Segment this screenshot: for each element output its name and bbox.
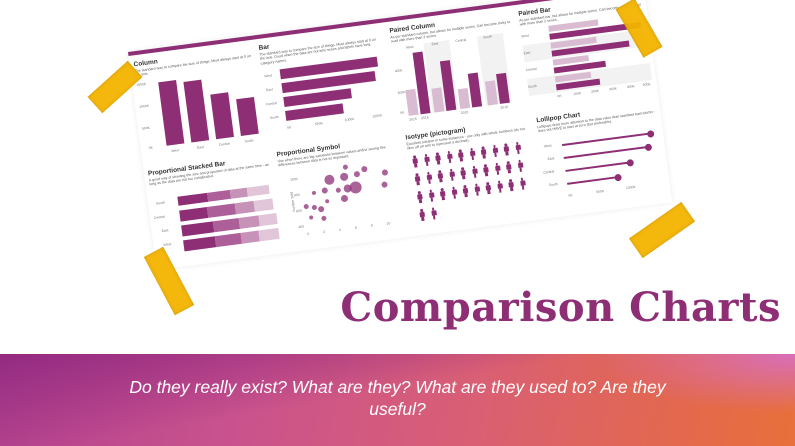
chart-reference-sheet: Column The standard way to compare the s… <box>128 0 673 271</box>
person-icon <box>437 170 444 183</box>
page-title: Comparison Charts <box>340 284 781 331</box>
person-icon <box>435 152 442 165</box>
person-icon <box>485 181 492 195</box>
column-bar-west <box>158 79 185 146</box>
bar-south <box>285 103 344 121</box>
paired-column-panel: Paired Column As per standard column, bu… <box>389 12 523 127</box>
person-icon <box>451 186 458 199</box>
person-icon <box>457 149 465 162</box>
person-icon <box>474 183 481 196</box>
tape-bottom-right <box>628 201 696 259</box>
person-icon <box>471 165 478 179</box>
person-icon <box>508 178 515 192</box>
person-icon <box>469 147 476 161</box>
lollipop-panel: Lollipop Chart Lollipops draw more atten… <box>536 102 668 213</box>
person-icon <box>514 141 522 155</box>
bar-chart: West East Central South 0K 500K 1000K 15… <box>262 55 392 136</box>
person-icon <box>460 167 467 180</box>
person-icon <box>492 144 499 158</box>
bar-chart-panel: Bar The standard way to compare the size… <box>258 29 392 144</box>
proportional-symbol-panel: Proportional Symbol Use when there are b… <box>276 135 411 246</box>
person-icon <box>448 168 456 182</box>
column-bar-central <box>210 92 234 140</box>
person-icon <box>462 185 469 198</box>
person-icon <box>419 208 426 222</box>
person-icon <box>412 155 419 168</box>
person-icon <box>496 180 503 193</box>
person-icon <box>483 164 490 177</box>
column-bar-east <box>183 79 210 143</box>
isotype-panel: Isotype (pictogram) Excellent solution i… <box>405 118 543 234</box>
person-icon <box>417 191 424 204</box>
person-icon <box>423 153 430 167</box>
subtitle-banner <box>0 354 795 446</box>
column-chart: 1500K 1000K 500K 0K West East Central So… <box>136 68 262 155</box>
person-icon <box>426 171 433 185</box>
person-icon <box>494 162 501 176</box>
proportional-symbol-chart: Number Sold 1000 800 600 400 <box>279 155 412 245</box>
paired-column-chart: West East Central South 400K 200K 0K 201… <box>392 32 523 125</box>
person-icon <box>505 161 513 174</box>
person-icon <box>414 173 421 186</box>
person-icon <box>446 150 453 164</box>
person-icon <box>480 146 487 159</box>
column-chart-panel: Column The standard way to compare the s… <box>133 46 263 161</box>
person-icon <box>519 177 526 190</box>
person-icon <box>503 143 510 156</box>
person-icon <box>517 159 524 173</box>
stacked-bar-chart: South Central East West <box>152 184 283 262</box>
subtitle-text: Do they really exist? What are they? Wha… <box>129 377 666 419</box>
person-icon <box>428 189 435 202</box>
lollipop-chart: West East Central South 0K 500K 1000K <box>539 127 667 208</box>
isotype-chart <box>412 140 541 231</box>
stacked-bar-panel: Proportional Stacked Bar A good way of s… <box>148 154 283 265</box>
person-icon <box>439 188 446 201</box>
column-bar-south <box>236 96 259 136</box>
person-icon <box>430 207 437 220</box>
